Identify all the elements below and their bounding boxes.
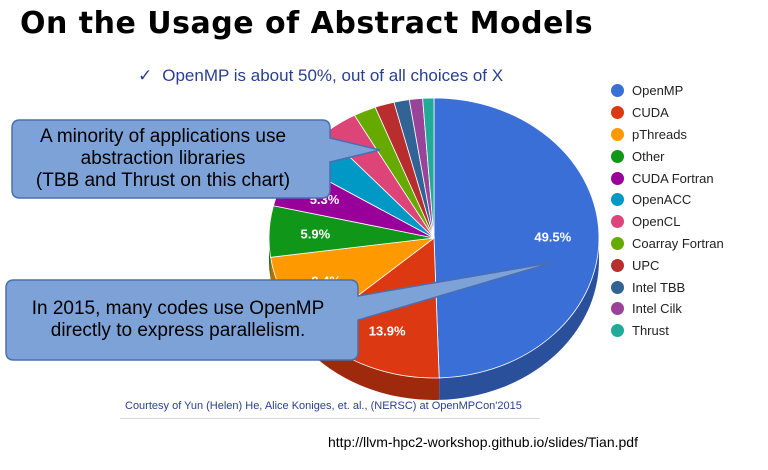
legend-swatch	[611, 302, 624, 316]
legend-swatch	[611, 215, 624, 229]
legend-label: Intel TBB	[632, 279, 686, 295]
legend-item: Thrust	[611, 320, 724, 342]
legend-swatch	[611, 171, 624, 185]
source-url: http://llvm-hpc2-workshop.github.io/slid…	[328, 434, 638, 450]
callout-1-line: A minority of applications use	[39, 126, 287, 147]
legend-swatch	[611, 236, 624, 250]
slide-title: On the Usage of Abstract Models	[20, 6, 594, 41]
legend-swatch	[611, 193, 624, 207]
callout-1-line: abstraction libraries	[80, 148, 246, 169]
legend-swatch	[611, 84, 624, 98]
legend-label: Intel Cilk	[632, 301, 682, 317]
legend-item: pThreads	[611, 124, 724, 146]
legend-label: Thrust	[632, 323, 669, 339]
pie-slice-side-cuda	[310, 331, 440, 400]
legend-label: CUDA	[632, 105, 669, 121]
legend-item: Coarray Fortran	[611, 233, 724, 255]
callout-2-text: In 2015, many codes use OpenMP directly …	[8, 298, 348, 342]
credit-divider	[120, 418, 540, 419]
callout-2-bubble	[5, 261, 556, 361]
legend-swatch	[611, 258, 624, 272]
legend-item: Intel TBB	[611, 276, 724, 298]
legend-swatch	[611, 280, 624, 294]
legend-item: Other	[611, 145, 724, 167]
callout-1-bubble	[11, 119, 381, 199]
pie-slice-side-openmp	[439, 238, 599, 400]
callouts-layer	[5, 119, 556, 361]
callout-1-text: A minority of applications use abstracti…	[8, 126, 318, 192]
legend-label: OpenACC	[632, 192, 692, 208]
legend-label: Other	[632, 148, 665, 164]
legend-item: OpenMP	[611, 80, 724, 102]
legend-item: OpenCL	[611, 211, 724, 233]
legend-label: UPC	[632, 257, 660, 273]
legend-item: UPC	[611, 254, 724, 276]
legend-item: OpenACC	[611, 189, 724, 211]
callout-2-line: directly to express parallelism.	[50, 320, 306, 341]
pie-slice-thrust	[422, 97, 435, 239]
legend-item: CUDA Fortran	[611, 167, 724, 189]
subtitle-text: OpenMP is about 50%, out of all choices …	[162, 66, 504, 85]
callout-1-line: (TBB and Thrust on this chart)	[35, 170, 291, 191]
legend-label: OpenCL	[632, 214, 681, 230]
callout-2-line: In 2015, many codes use OpenMP	[31, 298, 325, 319]
pie-slice-openmp	[433, 97, 600, 379]
legend-label: CUDA Fortran	[632, 170, 714, 186]
legend-swatch	[611, 324, 624, 338]
legend-swatch	[611, 127, 624, 141]
legend-item: Intel Cilk	[611, 298, 724, 320]
pie-data-label: 13.9%	[369, 324, 406, 339]
pie-data-label: 49.5%	[534, 229, 571, 244]
legend-label: pThreads	[632, 126, 687, 142]
credit-text: Courtesy of Yun (Helen) He, Alice Konige…	[125, 400, 522, 412]
subtitle: ✓ OpenMP is about 50%, out of all choices…	[138, 66, 503, 86]
legend-label: OpenMP	[632, 83, 684, 99]
pie-data-label: 5.9%	[301, 226, 331, 241]
legend-swatch	[611, 149, 624, 163]
legend-label: Coarray Fortran	[632, 235, 724, 251]
legend-item: CUDA	[611, 102, 724, 124]
checkmark-icon: ✓	[138, 66, 153, 85]
legend-swatch	[611, 106, 624, 120]
chart-legend: OpenMP CUDA pThreads Other CUDA Fortran OpenA…	[611, 80, 724, 342]
